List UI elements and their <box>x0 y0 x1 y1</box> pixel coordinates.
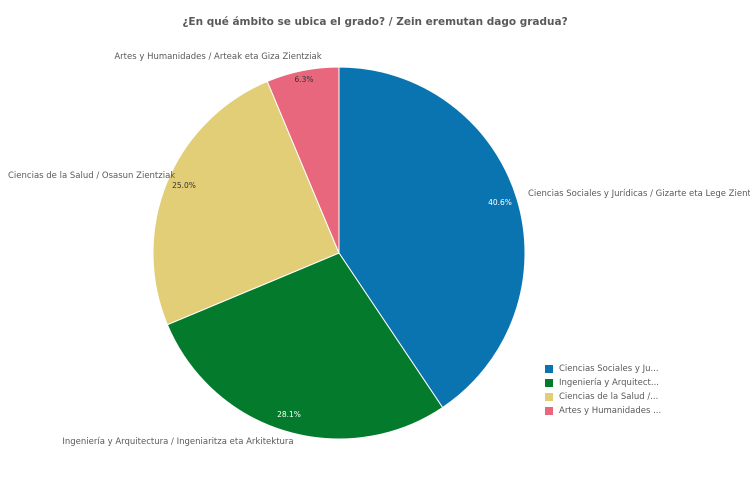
pie-slice[interactable] <box>166 252 444 440</box>
legend-label: Ciencias Sociales y Ju... <box>559 364 659 374</box>
slice-value-label: 6.3% <box>294 75 313 84</box>
legend: Ciencias Sociales y Ju... Ingeniería y Ar… <box>545 362 661 418</box>
legend-swatch <box>545 379 553 387</box>
legend-label: Artes y Humanidades ... <box>559 406 662 416</box>
legend-swatch <box>545 407 553 415</box>
legend-swatch <box>545 365 553 373</box>
legend-item[interactable]: Artes y Humanidades ... <box>545 404 661 418</box>
slice-category-label: Artes y Humanidades / Arteak eta Giza Zi… <box>114 52 321 62</box>
slice-value-label: 28.1% <box>277 410 301 419</box>
pie-slice[interactable] <box>338 66 526 409</box>
slice-category-label: Ciencias de la Salud / Osasun Zientziak <box>8 171 175 181</box>
chart-title: ¿En qué ámbito se ubica el grado? / Zein… <box>182 16 568 28</box>
slice-value-label: 40.6% <box>488 198 512 207</box>
slice-category-label: Ingeniería y Arquitectura / Ingeniaritza… <box>62 437 293 447</box>
pie-slice[interactable] <box>266 66 340 254</box>
legend-label: Ciencias de la Salud /... <box>559 392 659 402</box>
legend-label: Ingeniería y Arquitect... <box>559 378 659 388</box>
slice-category-label: Ciencias Sociales y Jurídicas / Gizarte … <box>528 189 750 199</box>
slice-value-label: 25.0% <box>172 181 196 190</box>
legend-item[interactable]: Ingeniería y Arquitect... <box>545 376 661 390</box>
legend-item[interactable]: Ciencias Sociales y Ju... <box>545 362 661 376</box>
legend-item[interactable]: Ciencias de la Salud /... <box>545 390 661 404</box>
legend-swatch <box>545 393 553 401</box>
